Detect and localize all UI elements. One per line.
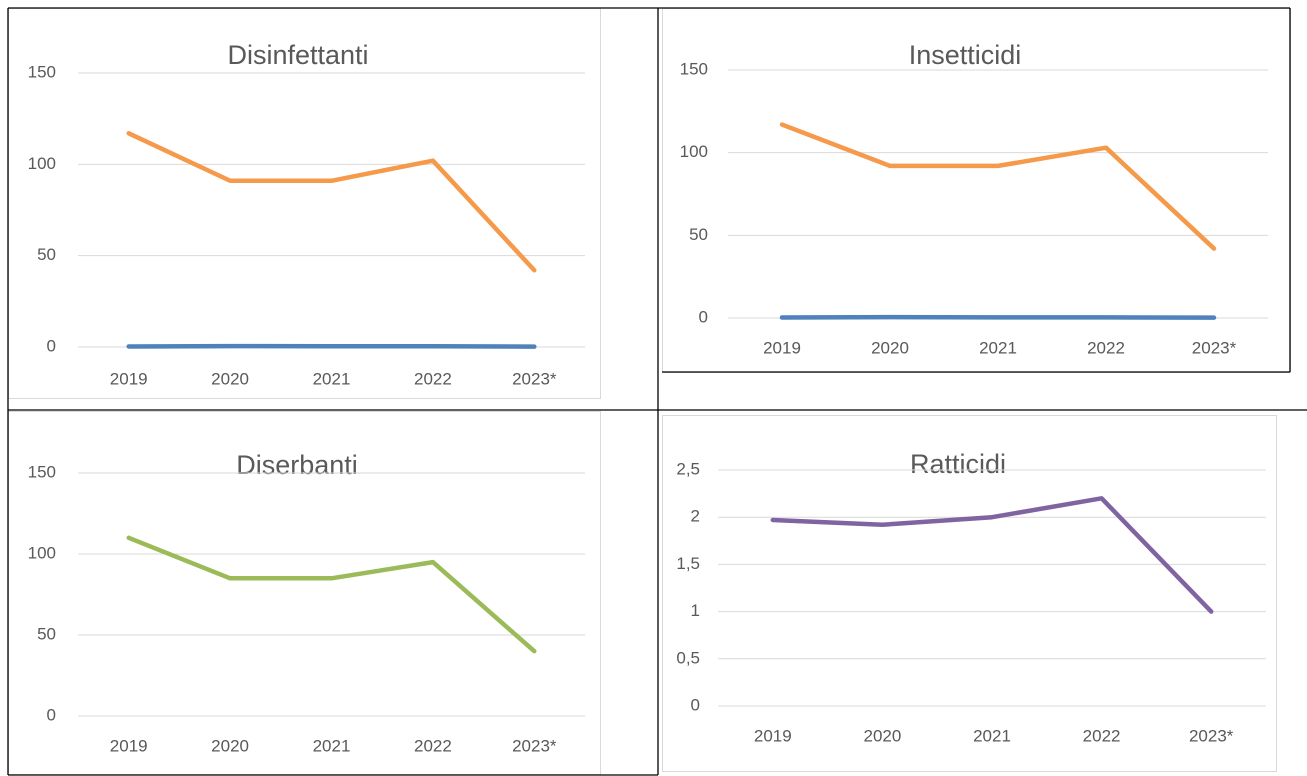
chart-title: Ratticidi [910, 449, 1006, 479]
x-tick-label: 2020 [211, 736, 249, 755]
x-tick-label: 2020 [871, 338, 909, 357]
chart-title: Diserbanti [236, 450, 358, 480]
x-tick-label: 2021 [979, 338, 1017, 357]
x-tick-label: 2019 [763, 338, 801, 357]
y-tick-label: 2,5 [676, 459, 700, 478]
x-tick-label: 2022 [414, 369, 452, 388]
chart-title: Insetticidi [909, 40, 1022, 70]
y-tick-label: 100 [28, 543, 56, 562]
series-line [126, 131, 537, 273]
x-tick-label: 2020 [863, 726, 901, 745]
y-tick-label: 0 [47, 336, 56, 355]
x-tick-label: 2019 [110, 369, 148, 388]
x-tick-label: 2019 [110, 736, 148, 755]
x-tick-label: 2021 [973, 726, 1011, 745]
x-tick-label: 2020 [211, 369, 249, 388]
x-tick-label: 2023* [512, 369, 557, 388]
x-tick-label: 2022 [414, 736, 452, 755]
x-tick-label: 2023* [1189, 726, 1234, 745]
x-tick-label: 2023* [512, 736, 557, 755]
y-tick-label: 2 [691, 507, 700, 526]
chart-title: Disinfettanti [227, 40, 368, 70]
y-tick-label: 50 [37, 245, 56, 264]
x-tick-label: 2021 [313, 736, 351, 755]
x-tick-label: 2022 [1083, 726, 1121, 745]
y-tick-label: 0 [699, 307, 708, 326]
series-line [126, 343, 537, 349]
y-tick-label: 0,5 [676, 648, 700, 667]
y-tick-label: 0 [47, 705, 56, 724]
x-tick-label: 2023* [1192, 338, 1237, 357]
series-line [126, 535, 537, 654]
y-tick-label: 50 [37, 624, 56, 643]
y-tick-label: 1,5 [676, 554, 700, 573]
chart-frame [662, 415, 1277, 772]
y-tick-label: 150 [680, 59, 708, 78]
y-tick-label: 1 [691, 601, 700, 620]
y-tick-label: 100 [680, 142, 708, 161]
series-line [770, 496, 1214, 614]
y-tick-label: 50 [689, 225, 708, 244]
x-tick-label: 2019 [754, 726, 792, 745]
y-tick-label: 100 [28, 154, 56, 173]
x-tick-label: 2022 [1087, 338, 1125, 357]
y-tick-label: 0 [691, 695, 700, 714]
y-tick-label: 150 [28, 462, 56, 481]
x-tick-label: 2021 [313, 369, 351, 388]
y-tick-label: 150 [28, 62, 56, 81]
series-line [779, 122, 1217, 251]
